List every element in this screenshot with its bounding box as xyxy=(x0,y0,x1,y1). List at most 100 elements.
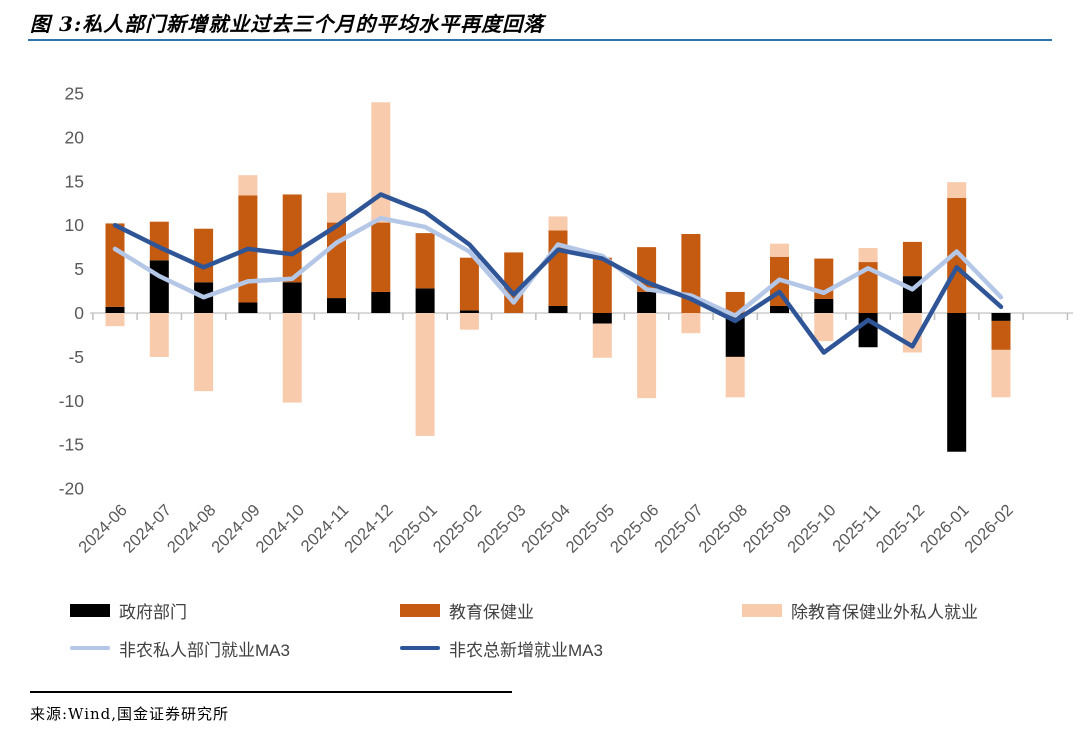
x-axis-label: 2026-01 xyxy=(917,501,973,557)
bar-segment xyxy=(814,313,834,342)
bar-segment xyxy=(282,194,302,283)
x-axis-label: 2024-08 xyxy=(164,501,220,557)
x-axis-label-group: 2024-10 xyxy=(252,501,308,557)
x-axis-label-group: 2024-07 xyxy=(120,501,176,557)
bar-segment xyxy=(681,313,701,334)
bar-segment xyxy=(548,230,568,306)
x-axis-label-group: 2025-12 xyxy=(873,501,929,557)
bar-segment xyxy=(327,298,346,313)
bar-segment xyxy=(459,313,479,330)
bar-segment xyxy=(991,320,1011,350)
x-axis-label: 2025-04 xyxy=(518,501,574,557)
x-axis-label: 2025-10 xyxy=(784,501,840,557)
x-axis-label: 2025-09 xyxy=(740,501,796,557)
y-axis-label: 25 xyxy=(65,84,84,104)
x-axis-label-group: 2025-06 xyxy=(607,501,663,557)
x-axis-label: 2025-01 xyxy=(385,501,441,557)
y-axis-label: 0 xyxy=(74,303,84,323)
bar-segment xyxy=(371,222,391,292)
legend-label: 政府部门 xyxy=(119,602,187,622)
x-axis-label-group: 2025-08 xyxy=(695,501,751,557)
bar-segment xyxy=(725,291,745,313)
x-axis-label: 2025-05 xyxy=(563,501,619,557)
x-axis-label-group: 2024-12 xyxy=(341,501,397,557)
x-axis-label-group: 2024-08 xyxy=(164,501,220,557)
bar-segment xyxy=(238,175,258,196)
x-axis-label: 2025-03 xyxy=(474,501,530,557)
legend-item-edu-health: 教育保健业 xyxy=(400,599,534,622)
employment-combo-chart: 2520151050-5-10-15-202024-062024-072024-… xyxy=(59,84,1073,557)
bar-segment xyxy=(592,257,612,313)
bar-segment xyxy=(592,323,612,358)
bar-segment xyxy=(947,197,967,313)
other-private-bar-swatch xyxy=(742,603,782,617)
edu-health-bar-swatch xyxy=(400,603,440,617)
x-axis-label-group: 2024-09 xyxy=(208,501,264,557)
bar-segment xyxy=(282,282,302,313)
bar-segment xyxy=(282,313,302,403)
y-axis-label: -10 xyxy=(59,391,85,411)
bar-segment xyxy=(548,305,568,313)
bar-segment xyxy=(105,306,125,313)
legend-label: 教育保健业 xyxy=(449,602,534,622)
x-axis-label-group: 2025-04 xyxy=(518,501,574,557)
bar-segment xyxy=(149,313,169,357)
x-axis-label: 2025-12 xyxy=(873,501,929,557)
bar-segment xyxy=(902,241,922,277)
government-bar-swatch xyxy=(70,603,110,617)
bar-series-1 xyxy=(105,194,1011,350)
y-axis-label: 10 xyxy=(65,215,85,235)
x-axis-label: 2024-12 xyxy=(341,501,397,557)
y-axis-label: 15 xyxy=(65,171,84,191)
bar-segment xyxy=(637,313,657,399)
bar-segment xyxy=(371,291,391,313)
figure-title: 图 3:私人部门新增就业过去三个月的平均水平再度回落 xyxy=(30,12,545,36)
y-axis-label: -15 xyxy=(59,435,84,455)
bar-segment xyxy=(105,223,125,307)
y-axis-label: -20 xyxy=(59,479,85,499)
bar-segment xyxy=(770,243,789,257)
bar-segment xyxy=(194,228,214,283)
bar-segment xyxy=(858,248,878,263)
legend-label: 非农总新增就业MA3 xyxy=(449,640,603,660)
bar-segment xyxy=(415,233,435,289)
bar-segment xyxy=(371,102,391,223)
bar-segment xyxy=(548,216,568,231)
legend-item-government: 政府部门 xyxy=(70,599,187,622)
x-axis-label-group: 2025-01 xyxy=(385,501,441,557)
title-underline xyxy=(28,39,1052,41)
total-ma3-line-swatch xyxy=(400,646,440,650)
footer-divider xyxy=(30,691,512,693)
legend-label: 非农私人部门就业MA3 xyxy=(119,640,290,660)
bar-segment xyxy=(149,260,169,313)
bar-segment xyxy=(637,291,657,313)
bar-segment xyxy=(770,305,789,313)
bar-segment xyxy=(592,313,612,324)
bar-segment xyxy=(725,313,745,357)
bar-segment xyxy=(814,298,834,313)
x-axis-label-group: 2025-10 xyxy=(784,501,840,557)
bar-series-2 xyxy=(105,102,1011,436)
x-axis-label-group: 2025-05 xyxy=(563,501,619,557)
x-axis-label-group: 2025-02 xyxy=(430,501,486,557)
x-axis-label-group: 2025-03 xyxy=(474,501,530,557)
x-axis-label: 2025-08 xyxy=(695,501,751,557)
bar-segment xyxy=(415,288,435,313)
legend-item-total-ma3: 非农总新增就业MA3 xyxy=(400,637,603,660)
x-axis-label: 2026-02 xyxy=(961,501,1017,557)
bar-segment xyxy=(947,313,967,452)
bar-segment xyxy=(459,257,479,311)
x-axis-label: 2024-09 xyxy=(208,501,264,557)
bar-segment xyxy=(327,222,346,299)
legend-item-private-ma3: 非农私人部门就业MA3 xyxy=(70,637,290,660)
private-ma3-line-swatch xyxy=(70,646,110,650)
y-axis-label: -5 xyxy=(68,347,84,367)
bar-segment xyxy=(725,356,745,398)
bar-segment xyxy=(238,302,258,313)
bar-segment xyxy=(991,313,1011,321)
x-axis-label: 2025-06 xyxy=(607,501,663,557)
x-axis-label: 2025-02 xyxy=(430,501,486,557)
ma3-line-1 xyxy=(112,192,1004,355)
x-axis-label-group: 2026-02 xyxy=(961,501,1017,557)
legend-item-other-private: 除教育保健业外私人就业 xyxy=(742,599,978,622)
